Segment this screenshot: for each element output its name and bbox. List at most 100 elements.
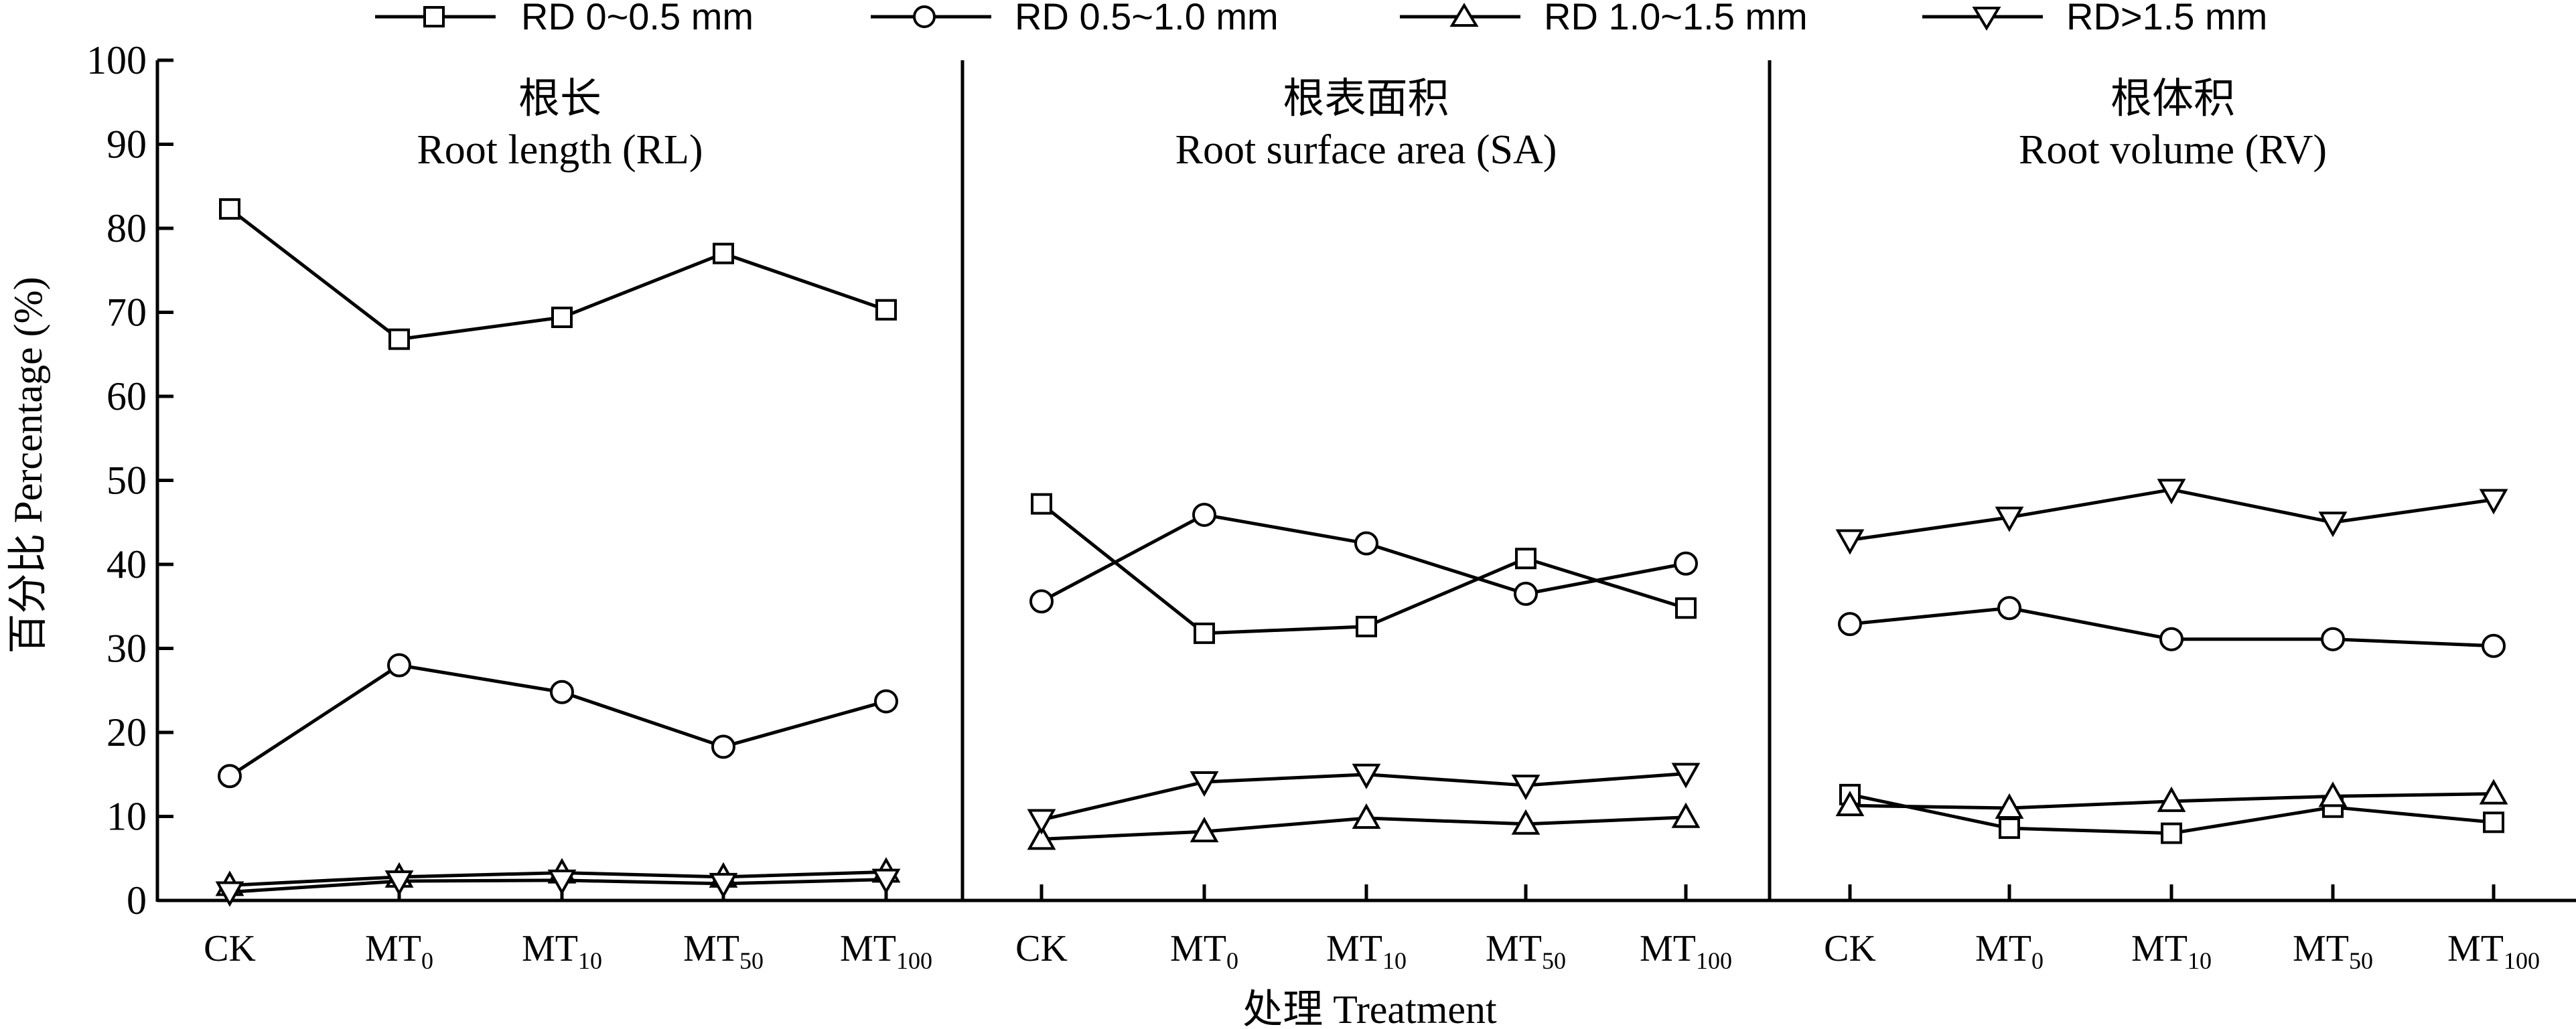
data-point-square: [388, 328, 410, 350]
data-point-circle: [1514, 581, 1538, 606]
legend-item-rd-0.5-1.0: RD 0.5~1.0 mm: [871, 0, 1279, 37]
x-tick-label: MT10: [1326, 928, 1407, 974]
y-tick-label: 0: [127, 878, 147, 923]
chart-panel-2: CK MT0 MT10 MT50 MT100 根表面积 Root surface area …: [960, 60, 1770, 974]
data-point-square: [1999, 817, 2020, 840]
data-point-square: [1675, 597, 1697, 619]
x-tick-label: CK: [1824, 928, 1876, 969]
data-point-triangle-down: [1027, 809, 1056, 835]
data-point-triangle-up: [1671, 802, 1701, 828]
data-point-triangle-down: [215, 881, 244, 907]
data-point-circle: [711, 734, 735, 759]
data-point-triangle-up: [2318, 781, 2348, 807]
data-point-square: [875, 299, 897, 321]
legend-label: RD 0.5~1.0 mm: [1015, 0, 1279, 37]
panel-title-en: Root volume (RV): [2019, 127, 2327, 173]
data-point-square: [1194, 622, 1215, 644]
data-point-circle: [550, 680, 574, 704]
legend-item-rd-gt-1.5: RD>1.5 mm: [1922, 0, 2267, 37]
x-tick-label: MT50: [2293, 928, 2373, 974]
data-point-triangle-up: [1352, 803, 1381, 829]
data-point-triangle-up: [2479, 779, 2508, 805]
data-point-triangle-down: [547, 869, 577, 895]
y-tick-label: 40: [106, 542, 147, 586]
data-point-triangle-down: [1352, 763, 1381, 789]
data-point-square: [1356, 615, 1377, 637]
series-triangle-up: [1835, 779, 2508, 819]
y-tick-label: 50: [106, 459, 147, 503]
panel-title-cn: 根表面积: [1283, 76, 1449, 122]
x-tick-label: MT10: [2131, 928, 2212, 974]
chart-panels: CK MT0 MT10 MT50 MT100 根长 Root length (RL) CK MT…: [155, 60, 2576, 974]
data-point-triangle-down: [2318, 511, 2348, 538]
series-square: [1839, 783, 2504, 844]
data-point-triangle-down: [709, 872, 738, 898]
data-point-circle: [1029, 589, 1054, 614]
x-tick-label: MT50: [1486, 928, 1566, 974]
x-tick-label: MT0: [1975, 928, 2044, 974]
triangle-down-marker-icon: [1972, 7, 2001, 31]
y-tick-label: 100: [86, 38, 147, 82]
series-triangle-down: [1027, 763, 1701, 835]
x-tick-label: MT100: [2447, 928, 2540, 974]
data-point-triangle-up: [1190, 817, 1219, 843]
data-point-square: [1515, 548, 1536, 570]
data-point-triangle-down: [1835, 529, 1865, 555]
circle-marker-icon: [913, 5, 936, 28]
data-point-circle: [387, 653, 411, 678]
series-square: [219, 198, 897, 350]
data-point-circle: [2159, 627, 2184, 651]
y-tick-label: 20: [106, 710, 147, 755]
series-line: [1040, 513, 1687, 603]
y-tick-label: 70: [106, 291, 147, 335]
series-triangle-down: [215, 868, 901, 907]
chart-panel-3: CK MT0 MT10 MT50 MT100 根体积 Root volume (RV): [1768, 60, 2576, 974]
y-axis: 0 10 20 30 40 50 60 70 80 90 100: [86, 38, 173, 923]
data-point-triangle-up: [1995, 793, 2024, 819]
y-axis-label: 百分比 Percentage (%): [6, 276, 50, 653]
panel-title-cn: 根体积: [2110, 76, 2235, 122]
x-tick-label: MT50: [683, 928, 764, 974]
data-point-triangle-down: [1190, 771, 1219, 797]
series-square: [1031, 493, 1697, 644]
data-point-triangle-up: [1835, 791, 1865, 817]
data-point-circle: [2321, 627, 2345, 651]
data-point-triangle-down: [2157, 479, 2186, 505]
x-tick-label: CK: [204, 928, 256, 969]
triangle-up-marker-icon: [1449, 3, 1479, 27]
data-point-square: [219, 198, 240, 220]
data-point-square: [713, 242, 734, 264]
legend-item-rd-1.0-1.5: RD 1.0~1.5 mm: [1400, 0, 1808, 37]
data-point-triangle-down: [384, 870, 414, 896]
panel-title-en: Root surface area (SA): [1175, 127, 1557, 173]
legend-label: RD>1.5 mm: [2066, 0, 2267, 37]
series-circle: [1838, 596, 2506, 658]
data-point-triangle-down: [871, 868, 901, 894]
data-point-triangle-up: [1027, 824, 1056, 850]
series-circle: [218, 653, 898, 789]
y-tick-label: 60: [106, 374, 147, 418]
data-point-triangle-down: [1511, 775, 1541, 801]
series-circle: [1029, 502, 1698, 614]
panel-title-cn: 根长: [518, 76, 601, 122]
legend-item-rd-0-0.5: RD 0~0.5 mm: [375, 0, 754, 37]
data-point-triangle-up: [1511, 809, 1541, 835]
y-tick-label: 30: [106, 627, 147, 671]
x-tick-label: MT0: [365, 928, 433, 974]
y-tick-label: 10: [106, 795, 147, 839]
x-tick-label: MT0: [1170, 928, 1238, 974]
data-point-circle: [1838, 612, 1862, 637]
data-point-circle: [218, 764, 242, 789]
data-point-square: [2483, 811, 2504, 834]
x-tick-label: MT100: [1640, 928, 1732, 974]
data-point-circle: [1997, 596, 2021, 621]
y-tick-label: 90: [106, 123, 147, 167]
data-point-triangle-down: [1995, 506, 2024, 532]
series-triangle-down: [1835, 479, 2508, 555]
data-point-circle: [1354, 531, 1378, 556]
series-line: [1040, 502, 1687, 635]
x-tick-label: CK: [1015, 928, 1068, 969]
series-triangle-up: [1027, 802, 1701, 850]
panel-title-en: Root length (RL): [417, 127, 703, 173]
